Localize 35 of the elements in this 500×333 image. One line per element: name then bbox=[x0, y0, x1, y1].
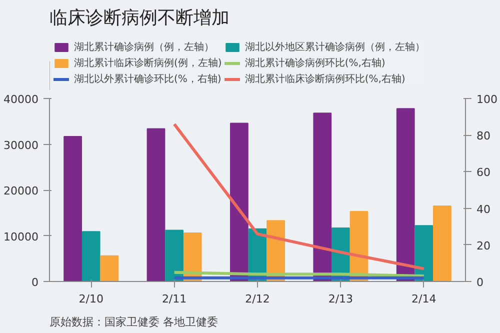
line-series bbox=[172, 122, 426, 270]
y-tick-label: 40000 bbox=[4, 93, 39, 106]
legend-label: 湖北以外地区累计确诊病例（例，左轴） bbox=[244, 40, 425, 54]
bar bbox=[396, 108, 415, 282]
bar bbox=[100, 255, 119, 282]
legend-label: 湖北累计确诊病例（例，左轴） bbox=[74, 40, 214, 54]
bar bbox=[230, 122, 248, 282]
y2-tick-label: 20 bbox=[476, 239, 490, 252]
bar bbox=[82, 231, 100, 282]
x-tick-label: 2/13 bbox=[328, 292, 354, 306]
y2-tick-label: 80 bbox=[476, 130, 490, 143]
legend-label: 湖北以外累计确诊环比(%，右轴) bbox=[74, 72, 222, 86]
x-tick-label: 2/14 bbox=[412, 292, 436, 306]
bar bbox=[433, 206, 452, 282]
y2-tick-label: 40 bbox=[476, 202, 490, 216]
y-tick-label: 30000 bbox=[4, 138, 39, 152]
chart-title: 临床诊断病例不断增加 bbox=[50, 8, 230, 28]
y-tick-label: 0 bbox=[32, 276, 38, 289]
legend-label: 湖北累计临床诊断病例环比(%,右轴) bbox=[244, 72, 406, 86]
x-tick-label: 2/12 bbox=[245, 292, 270, 306]
y2-tick-label: 0 bbox=[476, 276, 484, 289]
y-tick-label: 20000 bbox=[4, 184, 39, 198]
text: 原始数据：国家卫健委 各地卫健委 bbox=[50, 316, 218, 328]
y2-tick-label: 60 bbox=[476, 166, 490, 180]
x-tick-label: 2/11 bbox=[162, 292, 187, 306]
bar bbox=[64, 136, 82, 282]
y-tick-label: 10000 bbox=[4, 230, 39, 244]
bar bbox=[165, 230, 184, 282]
x-tick-label: 2/10 bbox=[78, 292, 104, 306]
legend-label: 湖北累计临床诊断病例(例，左轴) bbox=[74, 56, 222, 70]
bar bbox=[414, 225, 434, 282]
y2-tick-label: 100 bbox=[476, 93, 498, 106]
bar bbox=[146, 128, 166, 282]
bar bbox=[313, 112, 332, 282]
legend-label: 湖北累计确诊病例环比(%,右轴) bbox=[244, 56, 386, 70]
